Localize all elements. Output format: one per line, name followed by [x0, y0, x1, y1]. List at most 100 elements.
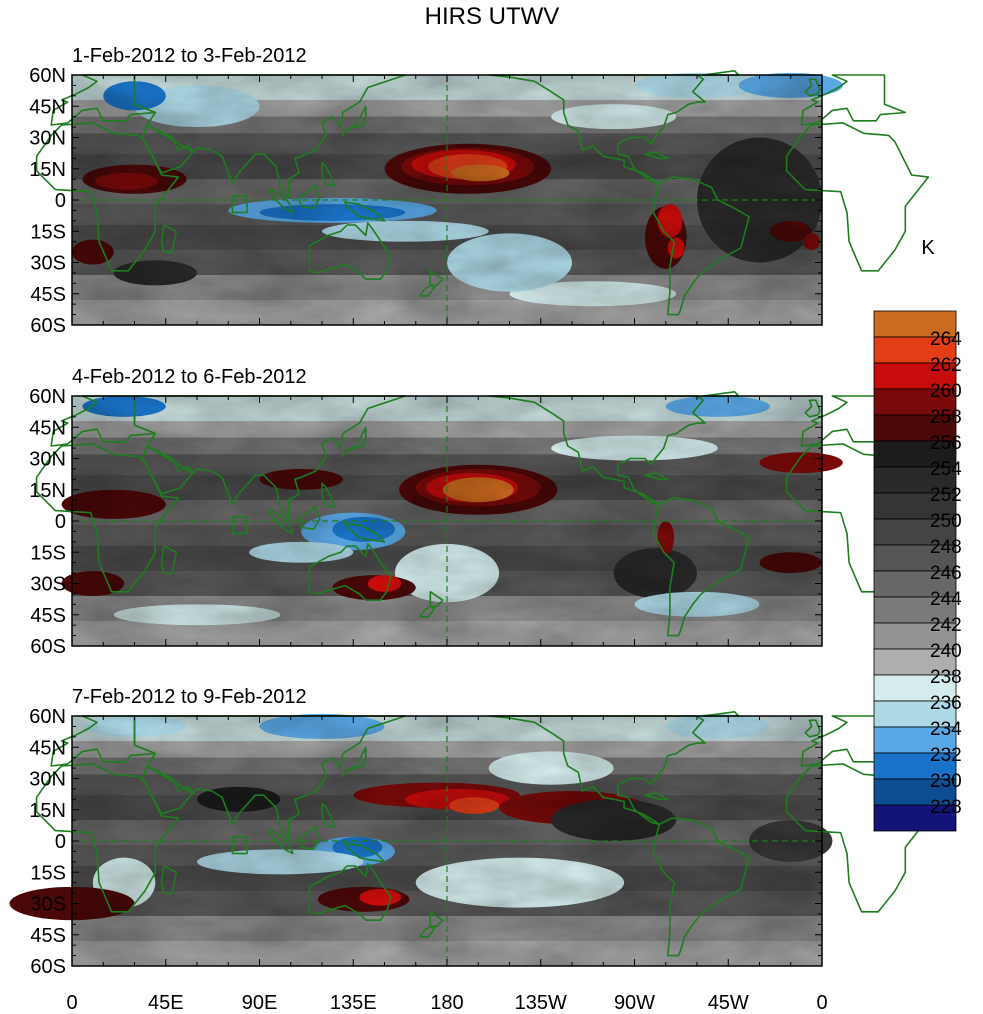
lat-label: 15N: [29, 800, 66, 822]
coastline-madagascar: [160, 865, 177, 894]
colorbar-swatch: [873, 492, 957, 520]
lon-label: 180: [430, 992, 463, 1014]
lat-label: 30N: [29, 128, 66, 150]
coastline-africa: [35, 763, 180, 913]
colorbar-label: 260: [930, 381, 962, 402]
colorbar-swatch: [873, 648, 957, 676]
coastline-newguinea: [344, 522, 386, 543]
coastline-sumatra: [269, 188, 294, 214]
colorbar-label: 258: [930, 407, 962, 428]
colorbar-label: 234: [930, 719, 962, 740]
field-panel-3: [9, 713, 833, 966]
colorbar-label: 248: [930, 537, 962, 558]
coastline-britain: [804, 399, 821, 418]
lat-label: 0: [55, 190, 66, 212]
lat-label: 30S: [30, 894, 66, 916]
lat-label: 45N: [29, 96, 66, 118]
lat-label: 45N: [29, 417, 66, 439]
coastline-nz: [429, 270, 444, 287]
coastline-philippines: [321, 802, 336, 828]
coastline-asia: [133, 74, 407, 199]
colorbar-label: 244: [930, 589, 962, 610]
map-panel-1: [35, 70, 930, 326]
coastline-madagascar: [160, 224, 177, 253]
lat-label: 60S: [30, 956, 66, 978]
longitude-labels: 0 45E 90E 135E 180 135W 90W 45W 0: [66, 992, 827, 1014]
coastline-cuba: [644, 472, 669, 481]
coastline-borneo: [298, 825, 321, 851]
lat-label: 30S: [30, 253, 66, 275]
coastline-philippines: [321, 161, 336, 187]
field-panel-1: [72, 72, 843, 325]
lat-label: 30N: [29, 769, 66, 791]
colorbar-swatch: [873, 622, 957, 650]
coastline-madagascar: [160, 545, 177, 574]
lat-label: 60N: [29, 65, 66, 87]
colorbar-swatch: [873, 336, 957, 364]
colorbar-label: 262: [930, 355, 962, 376]
lat-label: 30S: [30, 574, 66, 596]
colorbar-label: 250: [930, 511, 962, 532]
colorbar-swatch: [873, 700, 957, 728]
coastline-panel-3: [35, 711, 930, 957]
ticks-panel-3: [71, 715, 823, 967]
lat-label: 15N: [29, 480, 66, 502]
panel-2-subtitle: 4-Feb-2012 to 6-Feb-2012: [72, 366, 307, 388]
colorbar-swatch: [873, 726, 957, 754]
coastline-sumatra: [269, 829, 294, 855]
colorbar-label: 238: [930, 667, 962, 688]
lon-label: 135E: [330, 992, 377, 1014]
lat-label: 45S: [30, 925, 66, 947]
lat-label: 45S: [30, 284, 66, 306]
figure-title: HIRS UTWV: [425, 3, 560, 30]
lat-label: 15S: [30, 221, 66, 243]
coastline-southamerica: [652, 176, 750, 316]
colorbar-units: K: [921, 237, 935, 259]
coastline-nz2: [419, 925, 436, 938]
colorbar-swatch: [873, 544, 957, 572]
lat-label: 60N: [29, 706, 66, 728]
lat-label: 0: [55, 511, 66, 533]
colorbar-swatch: [873, 596, 957, 624]
coastline-africa: [785, 122, 930, 272]
colorbar-label: 246: [930, 563, 962, 584]
colorbar-label: 230: [930, 771, 962, 792]
colorbar-swatch: [873, 570, 957, 598]
colorbar-swatch: [873, 440, 957, 468]
coastline-arabia_inner: [146, 765, 194, 794]
coastline-asia: [133, 715, 407, 840]
colorbar-swatch: [873, 752, 957, 780]
coastline-northamerica: [487, 715, 707, 826]
lat-label: 60S: [30, 315, 66, 337]
coastline-nz: [429, 911, 444, 928]
colorbar-label: 252: [930, 485, 962, 506]
lon-label: 135W: [515, 992, 567, 1014]
coastline-newguinea: [344, 201, 386, 222]
coastline-panel-1: [35, 70, 930, 316]
coastline-nz2: [419, 605, 436, 618]
lon-label: 45E: [148, 992, 184, 1014]
lon-label: 0: [66, 992, 77, 1014]
lon-label: 45W: [708, 992, 749, 1014]
coastline-africa: [785, 763, 930, 913]
coastline-arabia_inner: [146, 124, 194, 153]
coastline-japan: [341, 105, 367, 137]
panel-3-subtitle: 7-Feb-2012 to 9-Feb-2012: [72, 686, 307, 708]
coastline-japan: [341, 426, 367, 458]
map-panel-2: [35, 391, 930, 647]
latitude-labels: 60N 45N 30N 15N 0 15S 30S 45S 60S 60N 45N 30N 15N 0 15…: [29, 65, 66, 978]
coastline-island: [231, 516, 248, 535]
coastline-cuba: [644, 151, 669, 160]
colorbar-label: 256: [930, 433, 962, 454]
lat-label: 15S: [30, 542, 66, 564]
coastline-northamerica: [487, 395, 707, 506]
colorbar-swatch: [873, 388, 957, 416]
coastline-britain: [804, 719, 821, 738]
map-panel-3: [9, 711, 930, 967]
coastline-southamerica: [652, 817, 750, 957]
lat-label: 60N: [29, 386, 66, 408]
lon-label: 90W: [614, 992, 655, 1014]
lat-label: 45S: [30, 605, 66, 627]
coastline-asia: [133, 395, 407, 520]
colorbar-label: 264: [930, 329, 962, 350]
